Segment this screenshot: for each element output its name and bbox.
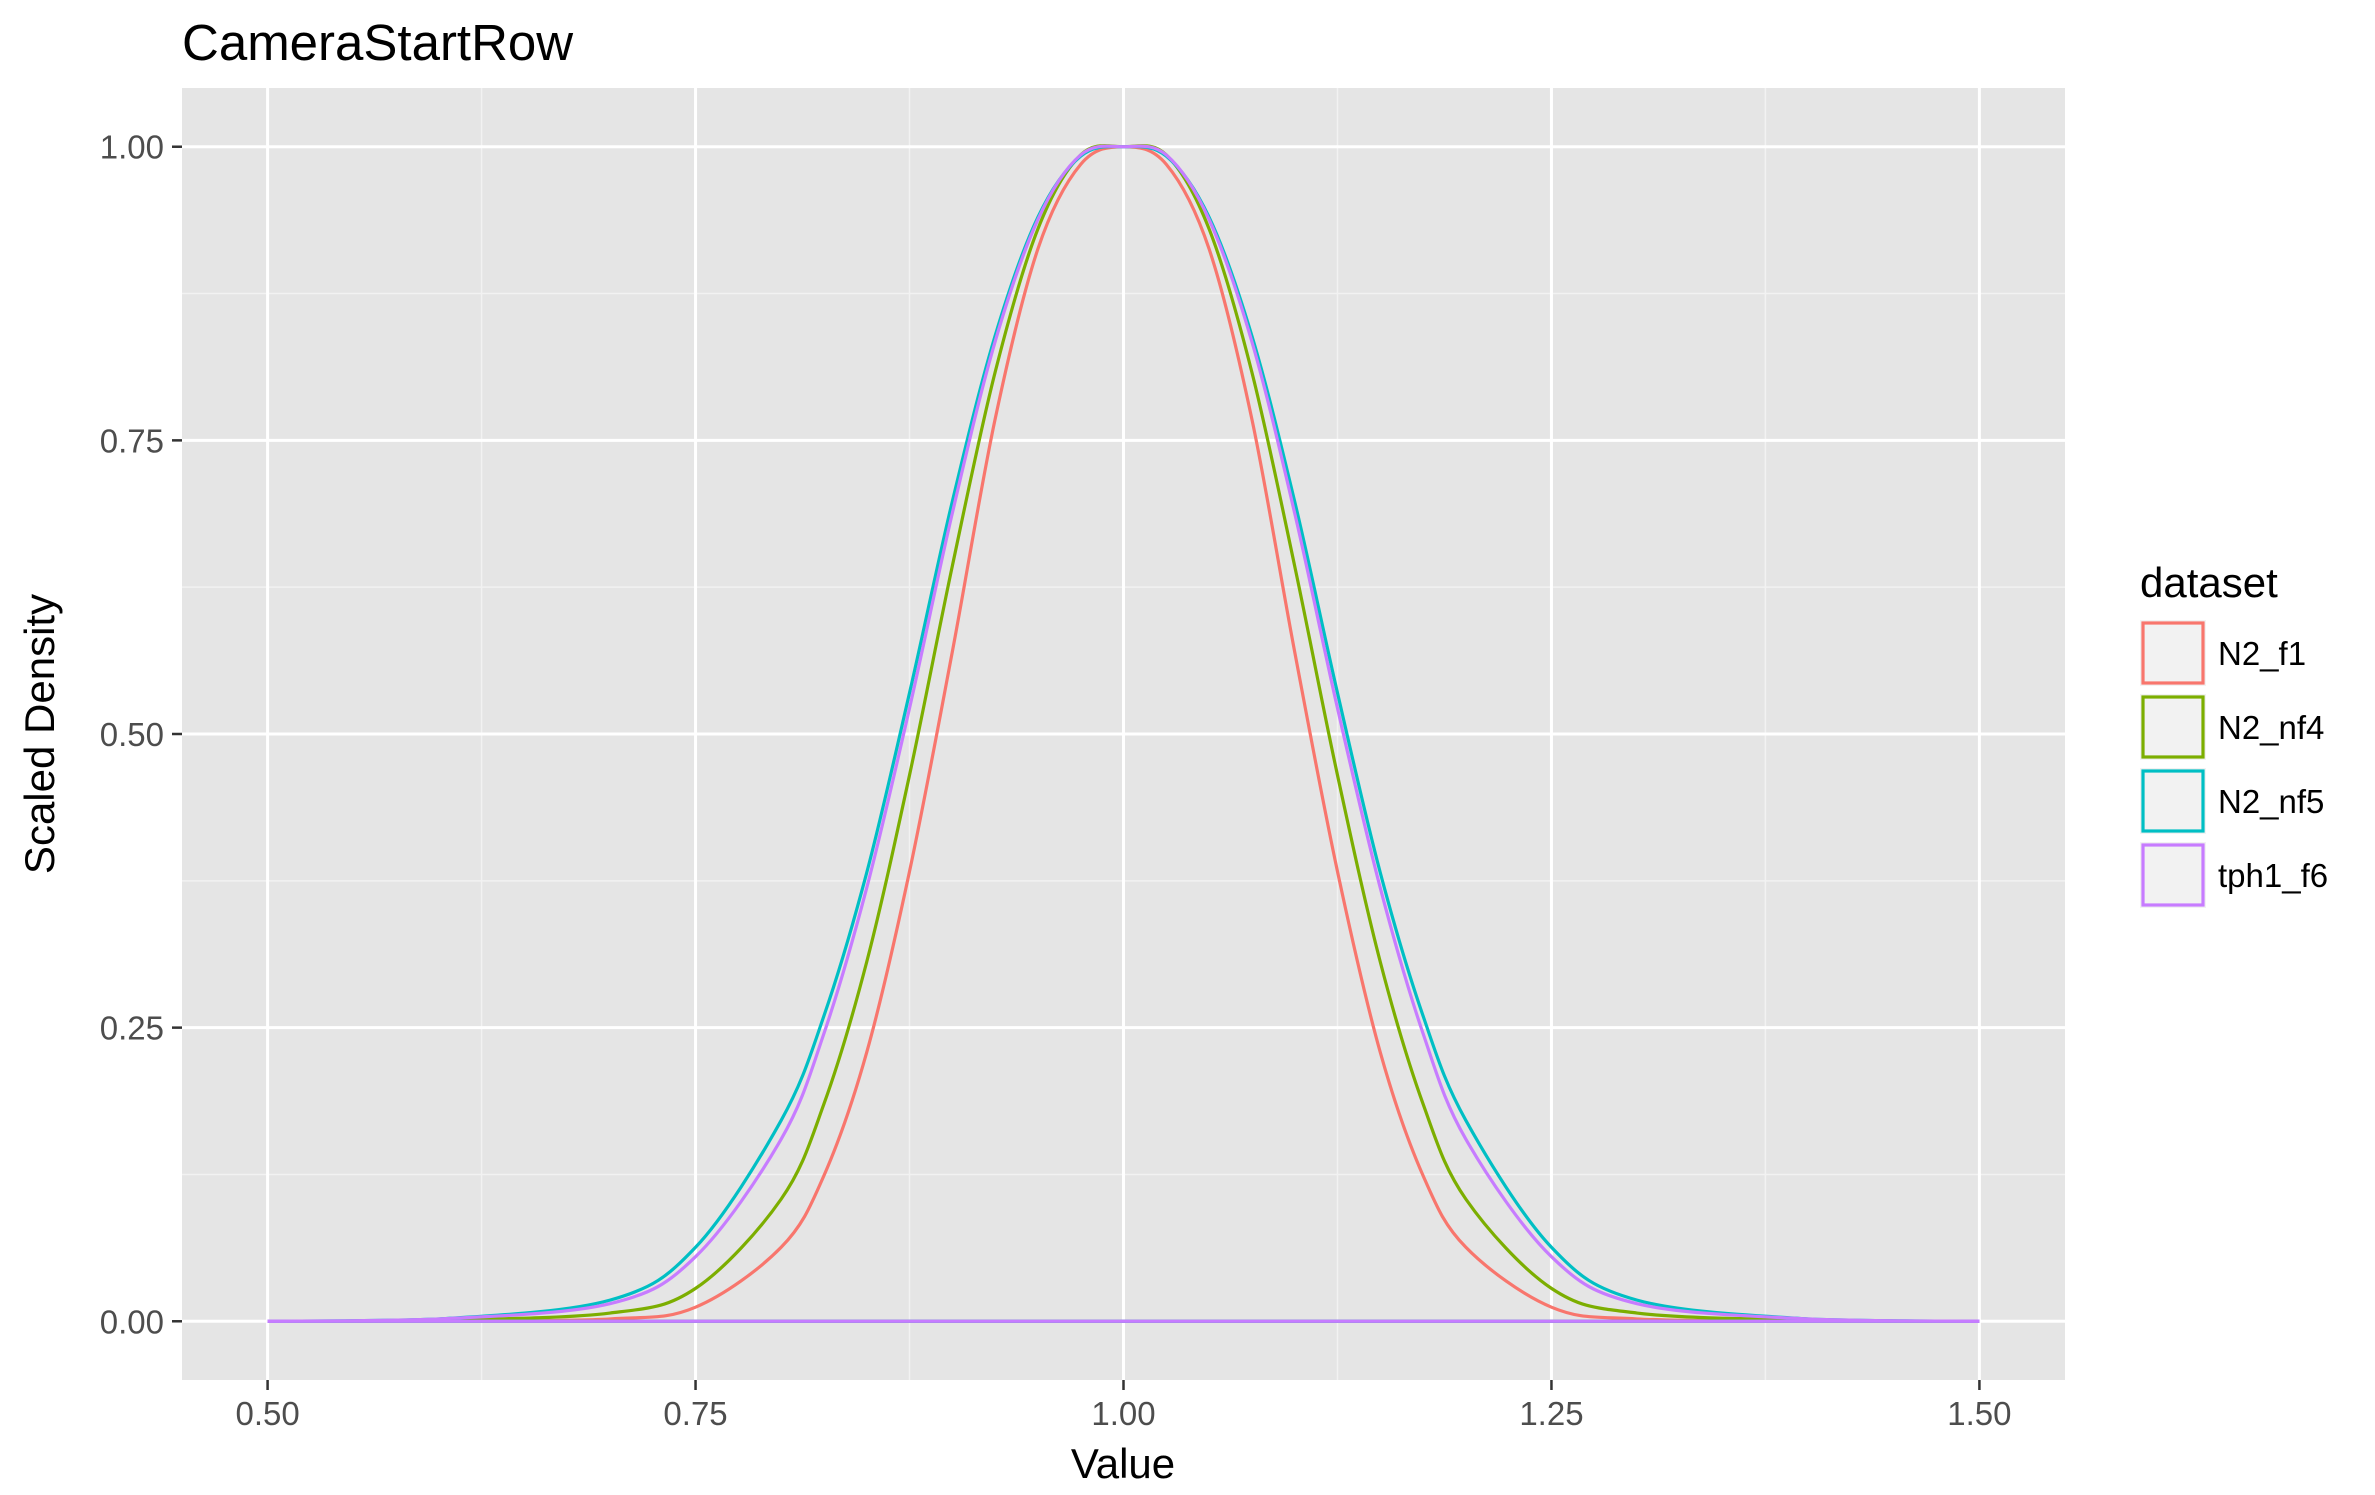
legend-key-swatch xyxy=(2141,695,2205,759)
y-tick-label: 1.00 xyxy=(100,129,164,166)
legend-key-swatch xyxy=(2141,843,2205,907)
y-axis-title: Scaled Density xyxy=(16,594,63,874)
legend-key-background xyxy=(2140,842,2206,908)
series-line xyxy=(267,144,1980,1323)
legend-item-N2_f1: N2_f1 xyxy=(2140,620,2306,686)
x-tick-label: 0.75 xyxy=(663,1395,727,1432)
x-tick-label: 0.50 xyxy=(235,1395,299,1432)
legend-key-background xyxy=(2140,694,2206,760)
legend-item-tph1_f6: tph1_f6 xyxy=(2140,842,2328,908)
legend: dataset N2_f1 N2_nf4 N2_nf5 tph1_f6 xyxy=(2140,559,2328,908)
legend-item-N2_nf5: N2_nf5 xyxy=(2140,768,2324,834)
series-lines xyxy=(267,144,1980,1323)
legend-title: dataset xyxy=(2140,559,2278,606)
series-tph1_f6 xyxy=(267,144,1980,1323)
y-tick-label: 0.75 xyxy=(100,422,164,459)
y-tick-label: 0.50 xyxy=(100,716,164,753)
chart-title: CameraStartRow xyxy=(182,14,573,71)
x-tick-label: 1.50 xyxy=(1947,1395,2011,1432)
legend-key-background xyxy=(2140,620,2206,686)
x-tick-label: 1.00 xyxy=(1091,1395,1155,1432)
x-axis: 0.50 0.75 1.00 1.25 1.50 xyxy=(235,1380,2012,1432)
legend-items: N2_f1 N2_nf4 N2_nf5 tph1_f6 xyxy=(2140,620,2328,908)
legend-label: N2_nf4 xyxy=(2218,709,2324,746)
x-tick-label: 1.25 xyxy=(1519,1395,1583,1432)
y-axis: 0.00 0.25 0.50 0.75 1.00 xyxy=(100,129,182,1340)
x-axis-title: Value xyxy=(1071,1440,1175,1487)
y-tick-label: 0.25 xyxy=(100,1010,164,1047)
legend-label: N2_nf5 xyxy=(2218,783,2324,820)
legend-key-background xyxy=(2140,768,2206,834)
y-tick-label: 0.00 xyxy=(100,1303,164,1340)
legend-label: tph1_f6 xyxy=(2218,857,2328,894)
legend-key-swatch xyxy=(2141,769,2205,833)
legend-item-N2_nf4: N2_nf4 xyxy=(2140,694,2324,760)
legend-label: N2_f1 xyxy=(2218,635,2306,672)
legend-key-swatch xyxy=(2141,621,2205,685)
